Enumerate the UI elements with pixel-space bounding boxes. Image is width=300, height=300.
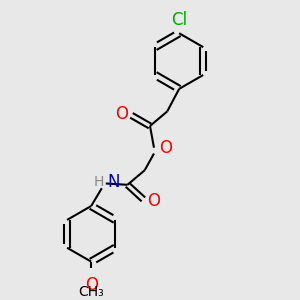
Text: N: N [107, 173, 120, 191]
Text: O: O [115, 105, 128, 123]
Text: O: O [147, 192, 161, 210]
Text: O: O [159, 139, 172, 157]
Text: Cl: Cl [171, 11, 187, 29]
Text: O: O [85, 276, 98, 294]
Text: H: H [93, 175, 103, 189]
Text: CH₃: CH₃ [78, 286, 104, 299]
